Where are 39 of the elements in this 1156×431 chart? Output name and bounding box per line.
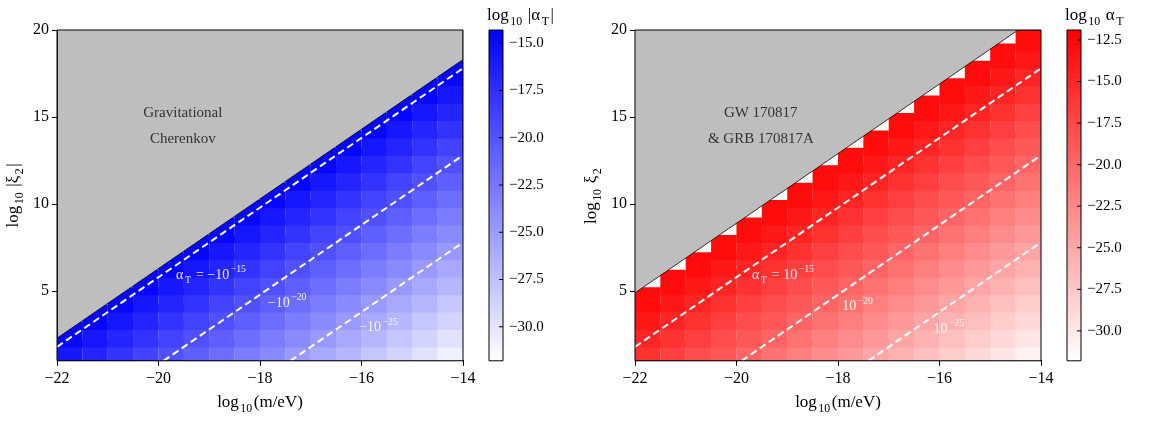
y-tick-label: 15 — [33, 107, 49, 125]
color-bar-label: −27.5 — [509, 270, 544, 287]
annotation: & GRB 170817A — [707, 129, 814, 146]
y-tick-label: 20 — [611, 20, 627, 38]
x-tick-label: −22 — [622, 368, 648, 386]
annotation: Gravitational — [143, 103, 223, 120]
y-tick-label: 20 — [33, 20, 49, 38]
color-bar-label: −22.5 — [1087, 197, 1122, 214]
y-tick-label: 15 — [611, 107, 627, 125]
y-axis-title: log10 |ξ2| — [3, 163, 27, 228]
color-bar-label: −27.5 — [1087, 280, 1122, 297]
x-tick-label: −14 — [450, 368, 476, 386]
y-axis-title: log10 ξ2 — [581, 168, 605, 225]
x-tick-label: −14 — [1028, 368, 1054, 386]
y-tick-label: 10 — [33, 194, 49, 212]
x-tick-label: −18 — [247, 368, 273, 386]
x-tick-label: −20 — [723, 368, 750, 386]
color-bar-label: −17.5 — [1087, 114, 1122, 131]
color-bar-label: −15.0 — [1087, 72, 1122, 89]
color-bar-label: −30.0 — [509, 317, 544, 334]
x-tick-label: −18 — [825, 368, 851, 386]
color-bar-label: −15.0 — [509, 34, 544, 51]
color-bar-label: −22.5 — [509, 175, 544, 192]
x-tick-label: −16 — [926, 368, 953, 386]
color-bar-label: −30.0 — [1087, 321, 1122, 338]
x-tick-label: −16 — [348, 368, 375, 386]
y-tick-label: 5 — [41, 281, 49, 299]
color-bar-label: −25.0 — [509, 223, 544, 240]
color-bar-label: −20.0 — [1087, 155, 1122, 172]
annotation: GW 170817 — [723, 103, 798, 120]
color-bar-label: −25.0 — [1087, 238, 1122, 255]
color-bar-label: −17.5 — [509, 81, 544, 98]
color-bar-label: −20.0 — [509, 128, 544, 145]
x-tick-label: −20 — [145, 368, 172, 386]
color-bar-label: −12.5 — [1087, 30, 1122, 47]
y-tick-label: 10 — [611, 194, 627, 212]
x-tick-label: −22 — [44, 368, 70, 386]
y-tick-label: 5 — [619, 281, 627, 299]
annotation: Cherenkov — [149, 129, 217, 146]
